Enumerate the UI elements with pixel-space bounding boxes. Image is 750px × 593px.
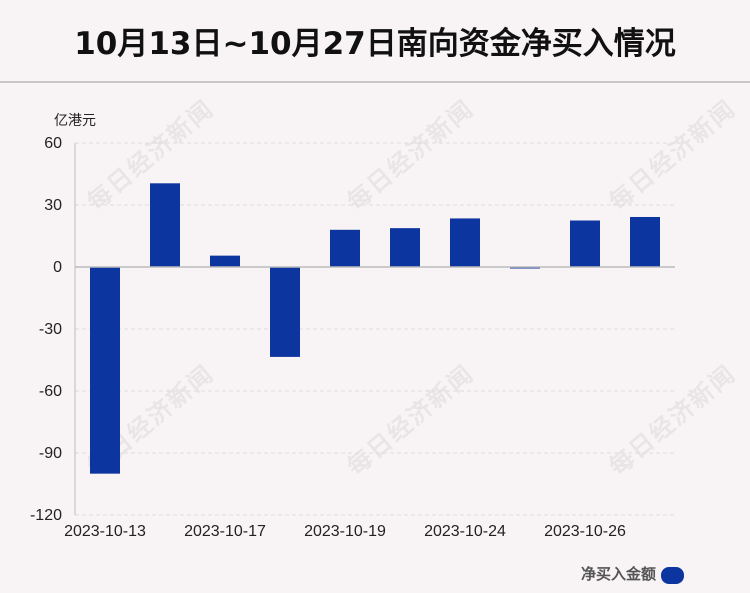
bar-9: [570, 220, 600, 267]
x-tick-label: 2023-10-26: [544, 523, 626, 540]
bar-10: [630, 216, 660, 267]
bar-4: [270, 267, 300, 357]
chart-title: 10月13日~10月27日南向资金净买入情况: [74, 25, 676, 62]
bar-6: [390, 228, 420, 267]
bar-7: [450, 218, 480, 267]
y-tick-label: 30: [44, 197, 62, 214]
y-tick-label: -120: [30, 507, 62, 524]
x-tick-label: 2023-10-17: [184, 523, 266, 540]
y-tick-label: 0: [53, 259, 62, 276]
legend-label: 净买入金额: [581, 565, 656, 583]
y-tick-label: -90: [39, 445, 62, 462]
legend-swatch: [661, 567, 684, 584]
y-tick-label: -60: [39, 383, 62, 400]
y-axis-unit: 亿港元: [54, 113, 96, 129]
x-tick-label: 2023-10-19: [304, 523, 386, 540]
y-tick-label: 60: [44, 135, 62, 152]
bar-3: [210, 255, 240, 267]
x-tick-label: 2023-10-24: [424, 523, 506, 540]
bar-5: [330, 229, 360, 267]
bar-1: [90, 267, 120, 474]
bar-2: [150, 183, 180, 267]
title-divider: [0, 81, 750, 83]
x-tick-label: 2023-10-13: [64, 523, 146, 540]
y-tick-label: -30: [39, 321, 62, 338]
